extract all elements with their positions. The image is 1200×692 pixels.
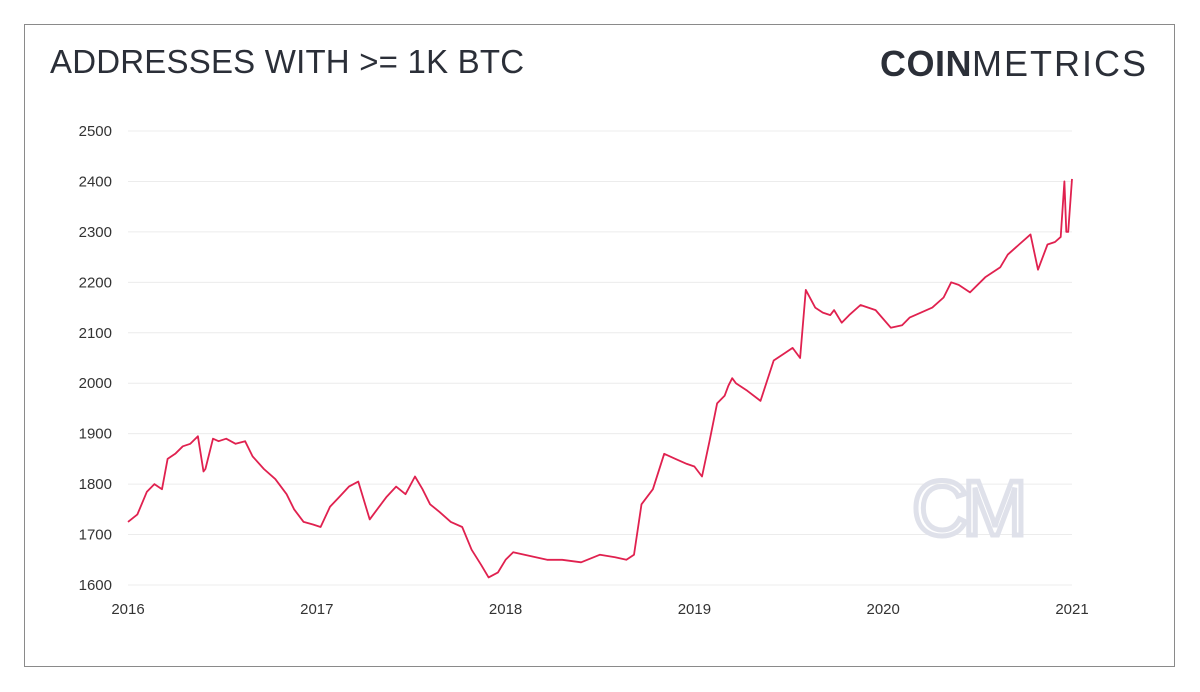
x-tick-label: 2020 xyxy=(867,601,900,618)
brand-logo-bold: COIN xyxy=(880,43,972,84)
y-axis-ticks: 2500 2400 2300 2200 2100 2000 1900 1800 1700 1600 xyxy=(79,123,112,594)
y-tick-label: 1600 xyxy=(79,577,112,594)
brand-logo-light: METRICS xyxy=(972,43,1148,84)
series-line xyxy=(127,178,1073,579)
y-tick-label: 2200 xyxy=(79,274,112,291)
x-tick-label: 2018 xyxy=(489,601,522,618)
y-tick-label: 2100 xyxy=(79,325,112,342)
x-tick-label: 2021 xyxy=(1055,601,1088,618)
x-axis-ticks: 2016 2017 2018 2019 2020 2021 xyxy=(111,601,1088,618)
y-tick-label: 2000 xyxy=(79,375,112,392)
chart-title: ADDRESSES WITH >= 1K BTC xyxy=(50,43,525,80)
y-tick-label: 1700 xyxy=(79,527,112,544)
x-tick-label: 2019 xyxy=(678,601,711,618)
grid-lines xyxy=(128,130,1072,586)
y-tick-label: 2300 xyxy=(79,224,112,241)
x-tick-label: 2016 xyxy=(111,601,144,618)
watermark-logo: CM xyxy=(912,464,1021,552)
y-tick-label: 2400 xyxy=(79,173,112,190)
y-tick-label: 2500 xyxy=(79,123,112,140)
y-tick-label: 1900 xyxy=(79,426,112,443)
y-tick-label: 1800 xyxy=(79,476,112,493)
x-tick-label: 2017 xyxy=(300,601,333,618)
brand-logo: COINMETRICS xyxy=(880,44,1148,84)
